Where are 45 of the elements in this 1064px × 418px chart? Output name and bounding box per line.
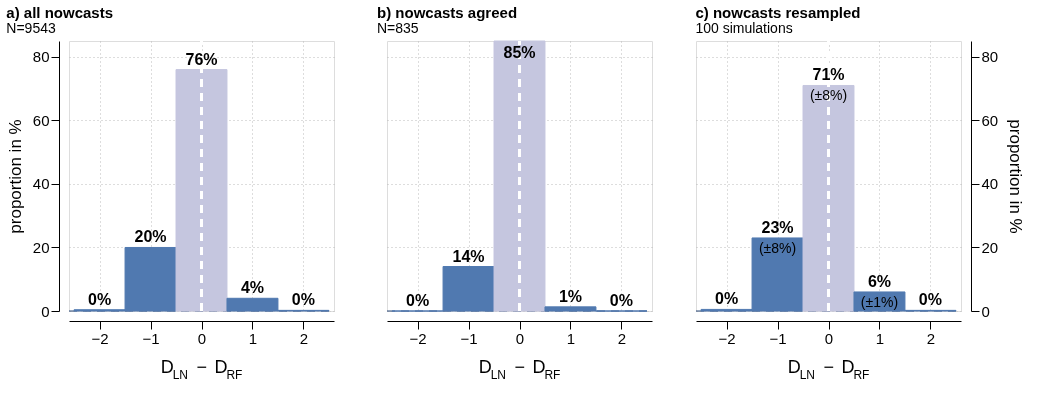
x-tick-label: −2 [718,329,736,347]
y2-tick-label: 20 [981,238,999,256]
y-tick-label: 80 [32,48,50,66]
data-label: 85% [503,44,536,61]
data-label: 76% [185,50,218,68]
chart-title: c) nowcasts resampled [695,3,861,21]
x-tick-label: 0 [515,329,525,347]
x-tick-label: −2 [91,329,109,347]
text: 6% (±1%) [860,272,899,310]
y2-tick-label: 0 [981,302,990,320]
text: 71% (±8%) [809,66,848,104]
y-tick-label: 60 [32,111,50,129]
data-label: 20% [134,228,167,246]
data-label: 14% [452,247,485,265]
data-label: 0% [291,291,315,309]
chart-title: b) nowcasts agreed [377,3,518,21]
text: 0% [715,290,739,308]
data-label: 4% [240,279,265,297]
x-tick-label: −1 [769,329,787,347]
x-tick-label: −2 [409,329,427,347]
y2-tick-label: 40 [981,175,999,193]
y-tick-label: 40 [32,175,50,193]
data-label: 0% [609,292,633,309]
x-tick-label: 1 [566,329,576,347]
y-axis-title: proportion in % [5,119,25,234]
text: 23% (±8%) [758,218,797,256]
x-tick-label: 1 [875,329,885,347]
x-tick-label: −1 [142,329,160,347]
x-tick-label: 2 [926,329,936,347]
x-tick-label: 2 [617,329,627,347]
data-label: 0% [88,290,112,308]
text: 0% [918,291,942,309]
x-tick-label: 2 [299,329,309,347]
y2-tick-label: 60 [981,111,999,129]
y2-axis-title: proportion in % [1006,119,1026,234]
chart-title: a) all nowcasts [6,3,114,21]
x-tick-label: 0 [197,329,207,347]
y-tick-label: 0 [41,302,50,320]
x-tick-label: −1 [460,329,478,347]
x-tick-label: 0 [824,329,834,347]
data-label: 1% [558,287,583,305]
x-tick-label: 1 [248,329,258,347]
y2-tick-label: 80 [981,48,999,66]
data-label: 0% [406,292,430,309]
y-tick-label: 20 [32,238,50,256]
